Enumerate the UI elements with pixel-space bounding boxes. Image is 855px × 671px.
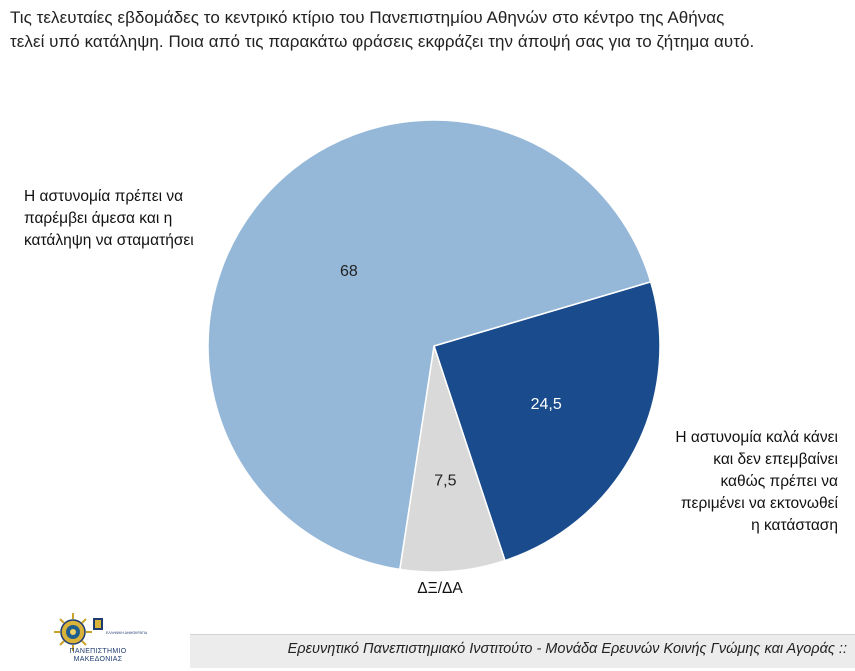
pie-value-wait: 24,5 xyxy=(531,396,562,413)
pie-value-intervene: 68 xyxy=(340,263,358,280)
question-line-1: Τις τελευταίες εβδομάδες το κεντρικό κτί… xyxy=(10,8,725,27)
slice-label-wait-line-1: Η αστυνομία καλά κάνει xyxy=(675,429,838,446)
footer-band: Ερευνητικό Πανεπιστημιακό Ινστιτούτο - Μ… xyxy=(190,634,855,668)
logo-wordmark: ΠΑΝΕΠΙΣΤΗΜΙΟ ΜΑΚΕΔΟΝΙΑΣ xyxy=(43,648,153,664)
logo-line-2: ΜΑΚΕΔΟΝΙΑΣ xyxy=(73,656,123,663)
slice-label-intervene: Η αστυνομία πρέπει να παρέμβει άμεσα και… xyxy=(24,186,234,252)
logo-line-1: ΠΑΝΕΠΙΣΤΗΜΙΟ xyxy=(69,648,127,655)
slice-label-dk-na: ΔΞ/ΔΑ xyxy=(417,580,463,597)
pie-slice-wait xyxy=(433,280,661,562)
university-logo: ΕΛΛΗΝΙΚΗ ΔΗΜΟΚΡΑΤΙΑ xyxy=(48,612,148,668)
footer-credit: Ερευνητικό Πανεπιστημιακό Ινστιτούτο - Μ… xyxy=(287,641,847,657)
slice-label-intervene-line-3: κατάληψη να σταματήσει xyxy=(24,232,194,249)
survey-question: Τις τελευταίες εβδομάδες το κεντρικό κτί… xyxy=(10,6,855,54)
slice-label-intervene-line-1: Η αστυνομία πρέπει να xyxy=(24,188,184,205)
slice-label-wait-line-3: καθώς πρέπει να xyxy=(720,473,838,490)
logo-side-text: ΕΛΛΗΝΙΚΗ ΔΗΜΟΚΡΑΤΙΑ xyxy=(106,631,148,635)
slice-label-wait-line-2: και δεν επεμβαίνει xyxy=(713,451,838,468)
slice-label-wait-line-4: περιμένει να εκτονωθεί xyxy=(680,495,838,512)
question-line-2: τελεί υπό κατάληψη. Ποια από τις παρακάτ… xyxy=(10,32,755,51)
slice-label-wait: Η αστυνομία καλά κάνει και δεν επεμβαίνε… xyxy=(620,427,838,537)
pie-value-dk-na: 7,5 xyxy=(434,472,456,489)
slice-label-wait-line-5: η κατάσταση xyxy=(751,517,838,534)
slice-label-intervene-line-2: παρέμβει άμεσα και η xyxy=(24,210,173,227)
sun-emblem-icon: ΕΛΛΗΝΙΚΗ ΔΗΜΟΚΡΑΤΙΑ xyxy=(54,613,148,651)
pie-slice-intervene xyxy=(207,119,652,571)
